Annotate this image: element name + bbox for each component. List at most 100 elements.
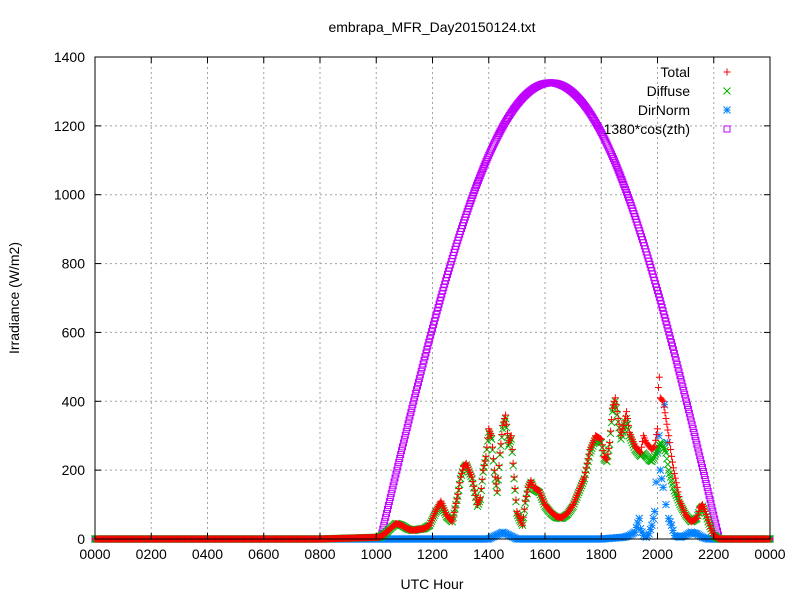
data-point: [585, 450, 593, 458]
axes: 0000 0200 0400 0600 0800 1000 1200 1400 1600 1800…: [54, 49, 786, 562]
data-point: [617, 432, 625, 440]
data-point: [648, 521, 656, 530]
y-tick-label: 1000: [54, 187, 85, 203]
data-point: [624, 421, 632, 429]
data-point: [605, 444, 613, 452]
data-point: [652, 436, 660, 444]
data-point: [706, 522, 714, 530]
data-point: [409, 401, 417, 409]
data-point: [662, 317, 670, 325]
data-point: [698, 460, 706, 468]
data-point: [387, 490, 395, 498]
data-point: [679, 383, 687, 391]
data-point: [473, 181, 481, 189]
data-point: [682, 394, 690, 402]
data-point: [704, 516, 712, 524]
data-point: [711, 515, 719, 523]
data-point: [611, 159, 619, 167]
data-point: [482, 452, 490, 460]
data-point: [522, 493, 530, 501]
data-point: [489, 443, 496, 451]
x-tick-label: 0800: [304, 546, 335, 562]
data-point: [479, 165, 487, 173]
data-point: [701, 507, 709, 515]
data-point: [400, 435, 408, 443]
data-point: [411, 393, 419, 401]
data-point: [448, 518, 456, 526]
data-point: [493, 487, 501, 495]
data-point: [415, 375, 423, 383]
data-point: [458, 470, 466, 478]
data-point: [669, 346, 677, 354]
data-point: [688, 421, 696, 429]
data-point: [654, 425, 661, 433]
data-point: [410, 397, 418, 405]
x-tick-label: 0000: [79, 546, 110, 562]
x-tick-label: 1600: [529, 546, 560, 562]
data-point: [471, 487, 479, 495]
data-point: [685, 409, 693, 417]
data-point: [510, 473, 518, 481]
data-point: [482, 158, 490, 166]
data-point: [669, 342, 676, 350]
data-point: [478, 167, 486, 175]
data-point: [699, 464, 706, 472]
x-tick-label: 0400: [192, 546, 223, 562]
data-point: [508, 445, 516, 453]
data-point: [674, 364, 682, 372]
data-point: [452, 499, 460, 507]
data-point: [667, 521, 676, 530]
data-point: [665, 328, 673, 336]
data-point: [509, 459, 517, 467]
data-point: [479, 466, 487, 474]
data-point: [691, 432, 699, 440]
data-point: [459, 466, 466, 474]
data-point: [489, 455, 497, 463]
data-point: [669, 458, 676, 466]
legend-label: Diffuse: [647, 83, 691, 99]
data-point: [707, 499, 715, 507]
data-point: [649, 514, 658, 523]
data-point: [660, 444, 668, 453]
data-point: [598, 441, 606, 449]
data-point: [607, 427, 615, 435]
data-point: [683, 398, 691, 406]
data-point: [397, 451, 405, 459]
data-point: [661, 446, 669, 455]
data-point: [638, 443, 646, 451]
data-point: [667, 445, 675, 453]
data-point: [619, 178, 627, 186]
data-point: [706, 495, 714, 503]
data-point: [673, 483, 681, 491]
data-point: [672, 479, 680, 487]
data-point: [420, 356, 428, 364]
data-point: [663, 420, 671, 428]
data-point: [425, 338, 433, 346]
data-point: [403, 424, 411, 432]
data-point: [666, 517, 675, 526]
data-point: [449, 513, 457, 521]
data-point: [390, 478, 398, 486]
data-point: [584, 455, 592, 463]
data-point: [384, 505, 391, 513]
data-point: [678, 379, 686, 387]
legend-marker: [723, 68, 731, 76]
data-point: [619, 425, 627, 433]
data-point: [702, 510, 710, 518]
data-point: [481, 457, 489, 465]
data-point: [474, 179, 481, 187]
data-point: [658, 396, 666, 404]
data-point: [468, 473, 476, 481]
data-point: [676, 372, 684, 380]
data-point: [637, 449, 645, 457]
data-point: [495, 462, 503, 470]
data-point: [407, 408, 415, 416]
data-point: [695, 507, 703, 515]
data-point: [684, 405, 692, 413]
data-point: [480, 162, 488, 170]
data-point: [687, 417, 695, 425]
legend-label: 1380*cos(zth): [604, 121, 690, 137]
data-point: [646, 525, 655, 534]
data-point: [670, 349, 678, 357]
